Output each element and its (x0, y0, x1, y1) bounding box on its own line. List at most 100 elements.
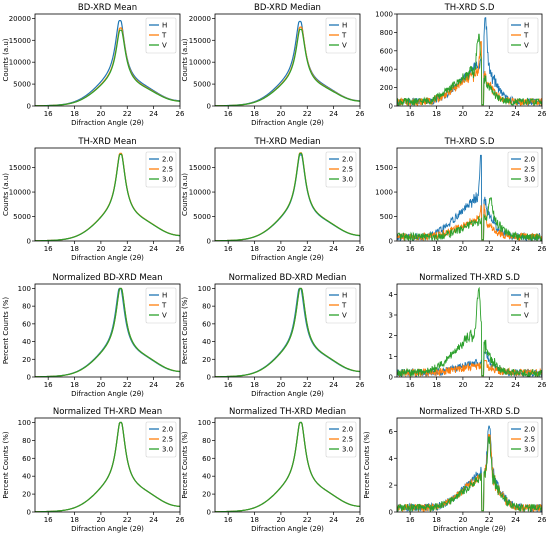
y-tick-label: 10000 (9, 59, 31, 67)
legend-entry: T (341, 302, 347, 310)
x-axis-label: Difraction Angle (2θ) (71, 119, 144, 127)
x-tick-label: 26 (176, 245, 185, 253)
x-tick-label: 22 (123, 110, 132, 118)
x-tick-label: 16 (224, 381, 233, 389)
x-tick-label: 24 (511, 516, 520, 524)
plot-frame (34, 147, 181, 242)
x-tick-label: 26 (176, 110, 185, 118)
chart-panel-10: Normalized TH-XRD Mean 16 18 20 22 24 26 0 20 40 6… (2, 407, 185, 533)
x-axis-label: Difraction Angle (2θ) (251, 390, 324, 398)
legend-entry: T (161, 302, 167, 310)
x-tick-label: 20 (458, 245, 467, 253)
legend-entry: T (161, 32, 167, 40)
x-tick-label: 18 (432, 381, 441, 389)
x-tick-label: 24 (511, 381, 520, 389)
legend-entry: H (162, 292, 167, 300)
x-axis-label: Difraction Angle (2θ) (251, 525, 324, 533)
y-tick-label: 20000 (189, 15, 211, 23)
x-tick-label: 26 (356, 381, 365, 389)
x-tick-label: 16 (224, 110, 233, 118)
x-tick-label: 22 (485, 110, 494, 118)
x-tick-label: 16 (406, 516, 415, 524)
plot-frame (34, 283, 181, 378)
chart-panel-12: Normalized TH-XRD S.D16 18 20 22 24 260246Dif… (363, 407, 547, 533)
y-tick-label: 60 (22, 455, 31, 463)
y-tick-label: 0 (207, 103, 211, 111)
x-tick-label: 20 (96, 516, 105, 524)
x-tick-label: 18 (432, 245, 441, 253)
legend-entry: 3.0 (342, 176, 353, 184)
legend: HTV (507, 17, 539, 54)
series-line-V (397, 286, 542, 377)
x-tick-label: 22 (303, 110, 312, 118)
y-axis-label: Counts (a.u) (181, 173, 189, 216)
y-tick-label: 4 (389, 455, 394, 463)
series-line-V (35, 29, 180, 106)
y-tick-label: 40 (202, 338, 211, 346)
chart-title: TH-XRD S.D (444, 3, 495, 13)
plot-frame (214, 417, 361, 513)
y-tick-label: 60 (202, 455, 211, 463)
y-tick-label: 0 (389, 103, 393, 111)
y-tick-label: 500 (380, 213, 393, 221)
y-tick-label: 100 (198, 285, 211, 293)
chart-title: Normalized TH-XRD S.D (419, 273, 520, 283)
y-tick-label: 5000 (193, 81, 211, 89)
series-line-3-0 (397, 197, 542, 241)
x-tick-label: 22 (485, 381, 494, 389)
x-tick-label: 18 (70, 245, 79, 253)
legend-entry: V (162, 42, 167, 50)
x-tick-label: 18 (70, 110, 79, 118)
y-axis-label: Counts (a.u) (181, 38, 189, 81)
chart-panel-7: Normalized BD-XRD Mean 16 18 20 22 24 26 0 20 40 6… (2, 273, 185, 398)
y-tick-label: 0 (27, 374, 31, 382)
x-tick-label: 16 (406, 110, 415, 118)
x-tick-label: 22 (303, 381, 312, 389)
x-tick-label: 16 (224, 245, 233, 253)
x-tick-label: 24 (329, 516, 338, 524)
x-tick-label: 22 (485, 516, 494, 524)
y-axis-label: Counts (a.u) (2, 38, 10, 81)
x-tick-label: 26 (538, 245, 547, 253)
chart-title: BD-XRD Median (254, 3, 321, 13)
legend-entry: 3.0 (162, 446, 173, 454)
legend-entry: T (523, 302, 529, 310)
chart-title: Normalized TH-XRD Mean (53, 407, 162, 417)
x-tick-label: 24 (149, 110, 158, 118)
y-axis-label: Counts (a.u) (2, 173, 10, 216)
y-tick-label: 15000 (189, 37, 211, 45)
series-line-3-0 (215, 421, 360, 512)
y-tick-label: 100 (198, 419, 211, 427)
x-tick-label: 26 (176, 381, 185, 389)
y-tick-label: 20 (202, 491, 211, 499)
series-line-V (215, 28, 360, 106)
chart-title: BD-XRD Mean (78, 3, 137, 13)
legend-entry: 2.5 (342, 436, 353, 444)
x-tick-label: 18 (250, 110, 259, 118)
legend-entry: 3.0 (342, 446, 353, 454)
y-tick-label: 15000 (9, 37, 31, 45)
x-tick-label: 26 (176, 516, 185, 524)
chart-panel-1: BD-XRD Mean 16 18 20 22 24 26 0 5000 10000 15000 20… (2, 3, 185, 127)
x-tick-label: 22 (123, 516, 132, 524)
chart-title: TH-XRD Mean (77, 137, 136, 147)
legend-entry: 2.0 (342, 156, 353, 164)
y-tick-label: 80 (202, 437, 211, 445)
x-tick-label: 24 (511, 245, 520, 253)
x-tick-label: 20 (458, 110, 467, 118)
x-tick-label: 16 (224, 516, 233, 524)
legend-entry: 2.5 (524, 166, 535, 174)
x-axis-label: Difraction Angle (2θ) (71, 254, 144, 262)
chart-panel-4: TH-XRD Mean 16 18 20 22 24 26 0 5000 10000 15000 Di… (2, 137, 185, 262)
legend: 2.0 2.5 3.0 (145, 151, 177, 188)
legend: 2.0 2.5 3.0 (325, 151, 357, 188)
x-tick-label: 18 (250, 381, 259, 389)
x-tick-label: 20 (276, 381, 285, 389)
y-tick-label: 2 (389, 332, 393, 340)
legend: 2.0 2.5 3.0 (325, 421, 357, 458)
x-axis-label: Difraction Angle (2θ) (251, 119, 324, 127)
plot-frame (34, 417, 181, 513)
y-tick-label: 20 (202, 356, 211, 364)
y-tick-label: 2 (389, 482, 393, 490)
